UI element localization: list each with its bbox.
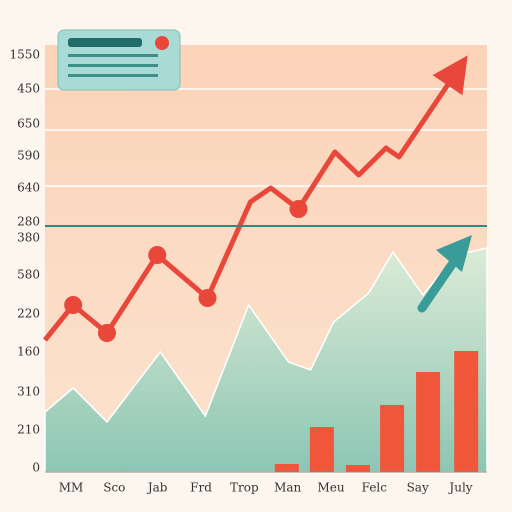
teal-arrow [417, 235, 472, 313]
x-tick-label: Jab [146, 481, 168, 495]
arrow-head [432, 55, 468, 96]
point-marker [97, 324, 116, 342]
y-tick-label: 580 [17, 268, 40, 282]
info-card [57, 29, 181, 91]
y-tick-label: 650 [17, 117, 40, 131]
y-tick-label: 450 [17, 82, 40, 96]
x-tick-label: Say [407, 481, 429, 495]
bar [454, 351, 479, 472]
point-marker [64, 296, 83, 314]
x-tick-label: Felc [362, 481, 388, 495]
x-tick-label: MM [59, 481, 84, 495]
y-tick-label: 220 [17, 307, 40, 321]
y-tick-label: 310 [17, 385, 40, 399]
bar [309, 427, 334, 472]
bar [380, 405, 405, 472]
y-tick-label: 1550 [9, 48, 40, 62]
y-tick-label: 210 [17, 423, 40, 437]
y-tick-label: 380 [17, 231, 40, 245]
y-tick-label: 640 [17, 181, 40, 195]
point-marker [198, 289, 217, 307]
bar [416, 372, 441, 472]
y-tick-label: 0 [32, 461, 40, 475]
point-marker [148, 246, 167, 264]
point-marker [289, 200, 308, 218]
x-tick-label: Sco [103, 481, 125, 495]
bar [274, 464, 299, 472]
x-tick-label: July [447, 481, 472, 495]
x-tick-label: Man [274, 481, 301, 495]
y-tick-label: 160 [17, 345, 40, 359]
bar [345, 465, 370, 472]
y-tick-label: 590 [17, 149, 40, 163]
x-tick-label: Trop [230, 481, 259, 495]
x-tick-label: Frd [190, 481, 212, 495]
x-tick-label: Meu [317, 481, 344, 495]
y-tick-label: 280 [17, 215, 40, 229]
